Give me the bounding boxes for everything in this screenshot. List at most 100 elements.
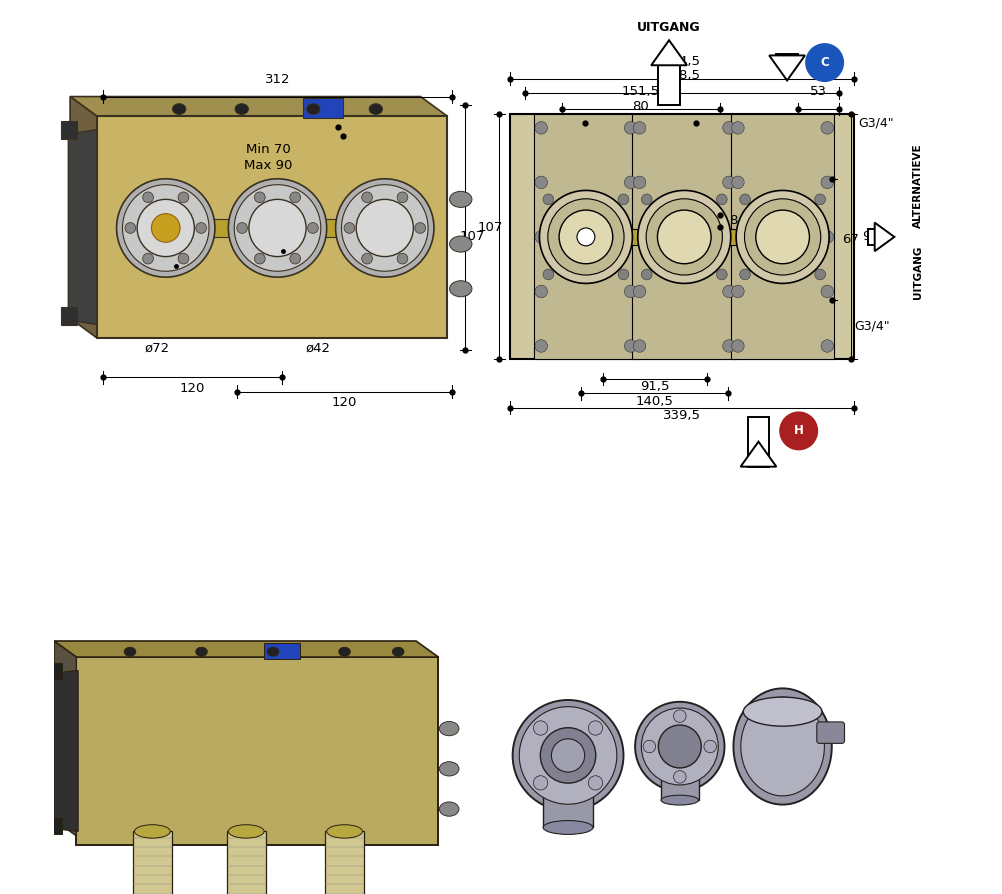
Circle shape	[195, 223, 206, 233]
Ellipse shape	[393, 647, 404, 656]
Circle shape	[806, 44, 844, 81]
Bar	[325, 831, 364, 894]
Bar	[165, 219, 385, 237]
Circle shape	[633, 340, 646, 352]
Bar	[61, 307, 77, 325]
Circle shape	[731, 176, 744, 189]
Circle shape	[641, 269, 652, 280]
Circle shape	[559, 210, 613, 264]
Bar	[868, 229, 875, 245]
Circle shape	[588, 776, 602, 790]
Text: UITGANG: UITGANG	[913, 246, 923, 299]
Circle shape	[535, 176, 547, 189]
Circle shape	[255, 192, 266, 203]
Ellipse shape	[439, 721, 459, 736]
Text: 8: 8	[729, 215, 737, 227]
Text: 107: 107	[460, 231, 485, 243]
Circle shape	[342, 185, 428, 271]
Circle shape	[722, 176, 735, 189]
Circle shape	[535, 231, 547, 243]
Ellipse shape	[369, 104, 383, 114]
Circle shape	[722, 285, 735, 298]
Polygon shape	[54, 641, 439, 657]
Circle shape	[290, 253, 301, 264]
FancyBboxPatch shape	[817, 722, 845, 744]
Circle shape	[248, 199, 306, 257]
Text: 339,5: 339,5	[663, 409, 701, 422]
Polygon shape	[54, 670, 78, 831]
Circle shape	[151, 214, 180, 242]
Polygon shape	[70, 97, 97, 338]
Circle shape	[641, 194, 652, 205]
Circle shape	[731, 231, 744, 243]
Polygon shape	[740, 442, 777, 467]
Circle shape	[722, 231, 735, 243]
Bar	[747, 417, 770, 467]
Ellipse shape	[450, 236, 472, 252]
Circle shape	[658, 725, 701, 768]
Circle shape	[633, 285, 646, 298]
Ellipse shape	[450, 281, 472, 297]
Circle shape	[540, 728, 596, 783]
Circle shape	[234, 185, 321, 271]
Text: Max 90: Max 90	[244, 158, 293, 172]
Circle shape	[657, 210, 711, 264]
Circle shape	[236, 223, 247, 233]
Circle shape	[704, 740, 716, 753]
Text: 328,5: 328,5	[663, 69, 701, 82]
Circle shape	[362, 192, 373, 203]
Text: 151,5: 151,5	[622, 85, 660, 98]
Text: 80: 80	[632, 99, 649, 113]
Text: H: H	[794, 425, 804, 437]
Circle shape	[543, 269, 554, 280]
Text: 312: 312	[265, 72, 291, 86]
Circle shape	[543, 194, 554, 205]
Circle shape	[362, 253, 373, 264]
Bar	[132, 831, 172, 894]
Circle shape	[821, 231, 834, 243]
Circle shape	[624, 231, 637, 243]
Text: 140,5: 140,5	[636, 394, 673, 408]
Bar	[586, 229, 783, 245]
Circle shape	[513, 700, 623, 811]
Ellipse shape	[134, 824, 170, 839]
Circle shape	[551, 738, 585, 772]
Circle shape	[336, 179, 434, 277]
Circle shape	[815, 269, 826, 280]
Circle shape	[539, 190, 632, 283]
Circle shape	[535, 340, 547, 352]
Text: C: C	[821, 56, 829, 69]
Text: 107: 107	[478, 222, 503, 234]
Circle shape	[397, 192, 408, 203]
Circle shape	[673, 771, 686, 783]
Circle shape	[638, 190, 730, 283]
Circle shape	[633, 231, 646, 243]
Circle shape	[635, 702, 724, 791]
Circle shape	[633, 122, 646, 134]
Circle shape	[716, 269, 727, 280]
Text: ø42: ø42	[306, 342, 331, 355]
Polygon shape	[54, 641, 76, 836]
Text: 90: 90	[862, 231, 879, 243]
Text: 67: 67	[843, 233, 860, 246]
Bar	[48, 663, 62, 679]
Circle shape	[716, 194, 727, 205]
Circle shape	[519, 706, 617, 805]
Circle shape	[739, 194, 750, 205]
Circle shape	[821, 176, 834, 189]
Bar	[658, 65, 679, 105]
Circle shape	[731, 340, 744, 352]
Bar	[543, 780, 593, 828]
Ellipse shape	[268, 647, 279, 656]
Circle shape	[228, 179, 327, 277]
Circle shape	[308, 223, 319, 233]
Polygon shape	[770, 55, 805, 80]
Circle shape	[116, 179, 214, 277]
Bar	[48, 818, 62, 834]
Circle shape	[780, 412, 818, 450]
Circle shape	[739, 269, 750, 280]
Circle shape	[577, 228, 595, 246]
Circle shape	[821, 122, 834, 134]
Polygon shape	[651, 40, 687, 65]
Text: ø72: ø72	[144, 342, 169, 355]
